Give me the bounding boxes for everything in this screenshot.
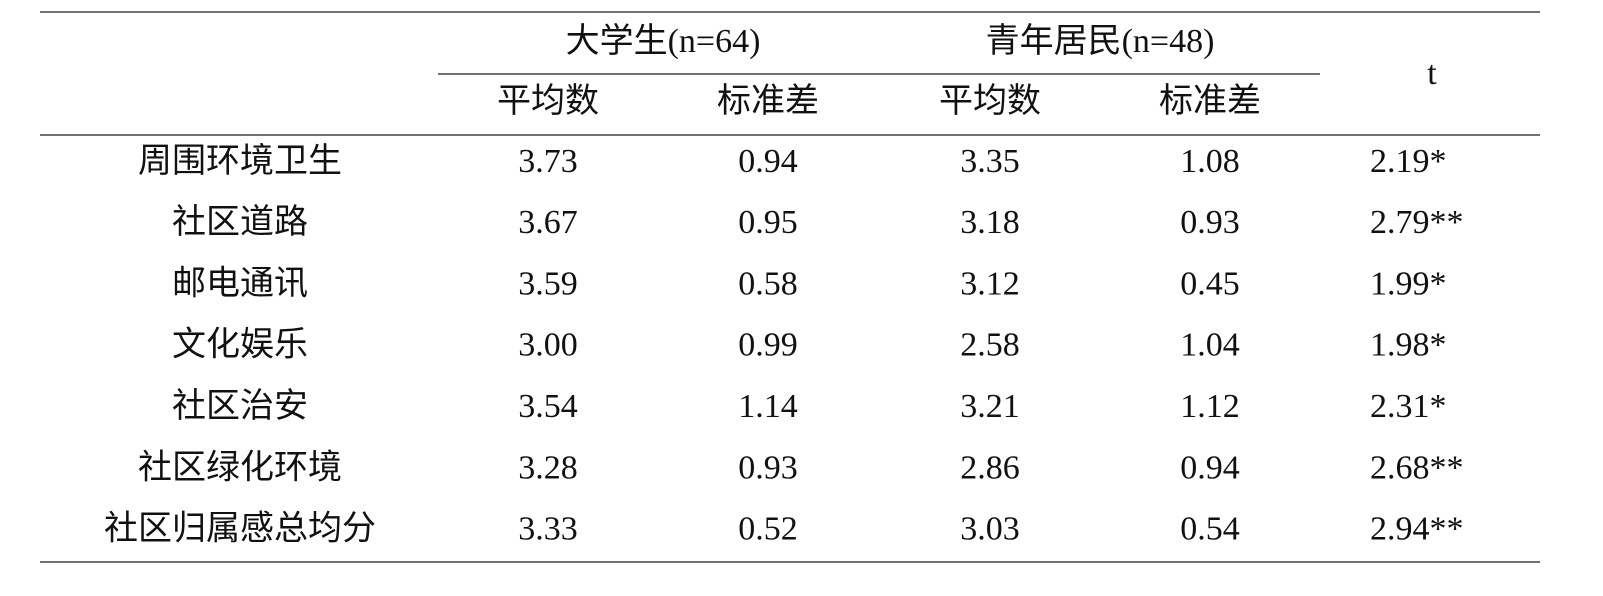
cell: 3.18 — [960, 204, 1020, 241]
cell: 0.54 — [1180, 511, 1240, 548]
row-label: 社区道路 — [172, 203, 308, 241]
subheader: 标准差 — [1159, 82, 1261, 120]
t-value: 1.99* — [1370, 265, 1447, 302]
cell: 0.94 — [738, 143, 798, 180]
cell: 2.86 — [960, 449, 1020, 486]
subheader: 平均数 — [939, 82, 1041, 120]
cell: 3.73 — [518, 143, 578, 180]
cell: 3.67 — [518, 204, 578, 241]
cell: 0.45 — [1180, 265, 1240, 302]
row-label: 社区绿化环境 — [138, 448, 342, 486]
cell: 3.54 — [518, 388, 578, 425]
subheader: 平均数 — [497, 82, 599, 120]
cell: 3.59 — [518, 265, 578, 302]
cell: 1.04 — [1180, 327, 1240, 364]
t-value: 2.68** — [1370, 449, 1464, 486]
cell: 0.95 — [738, 204, 798, 241]
cell: 1.14 — [738, 388, 798, 425]
t-value: 2.94** — [1370, 511, 1464, 548]
cell: 3.35 — [960, 143, 1020, 180]
cell: 2.58 — [960, 327, 1020, 364]
row-label: 周围环境卫生 — [138, 142, 342, 180]
t-value: 2.79** — [1370, 204, 1464, 241]
cell: 3.00 — [518, 327, 578, 364]
t-value: 2.31* — [1370, 388, 1447, 425]
t-header: t — [1427, 55, 1437, 92]
cell: 0.93 — [738, 449, 798, 486]
group-header: 青年居民(n=48) — [986, 22, 1215, 60]
t-value: 2.19* — [1370, 143, 1447, 180]
cell: 0.52 — [738, 511, 798, 548]
cell: 0.58 — [738, 265, 798, 302]
cell: 3.28 — [518, 449, 578, 486]
cell: 3.21 — [960, 388, 1020, 425]
row-label: 社区归属感总均分 — [104, 510, 376, 548]
cell: 3.03 — [960, 511, 1020, 548]
subheader: 标准差 — [717, 82, 819, 120]
group-header: 大学生(n=64) — [566, 22, 761, 60]
cell: 3.12 — [960, 265, 1020, 302]
t-value: 1.98* — [1370, 327, 1447, 364]
cell: 3.33 — [518, 511, 578, 548]
row-label: 邮电通讯 — [172, 264, 308, 302]
cell: 0.99 — [738, 327, 798, 364]
cell: 1.12 — [1180, 388, 1240, 425]
cell: 0.93 — [1180, 204, 1240, 241]
cell: 1.08 — [1180, 143, 1240, 180]
cell: 0.94 — [1180, 449, 1240, 486]
row-label: 文化娱乐 — [172, 326, 308, 364]
row-label: 社区治安 — [172, 387, 308, 425]
